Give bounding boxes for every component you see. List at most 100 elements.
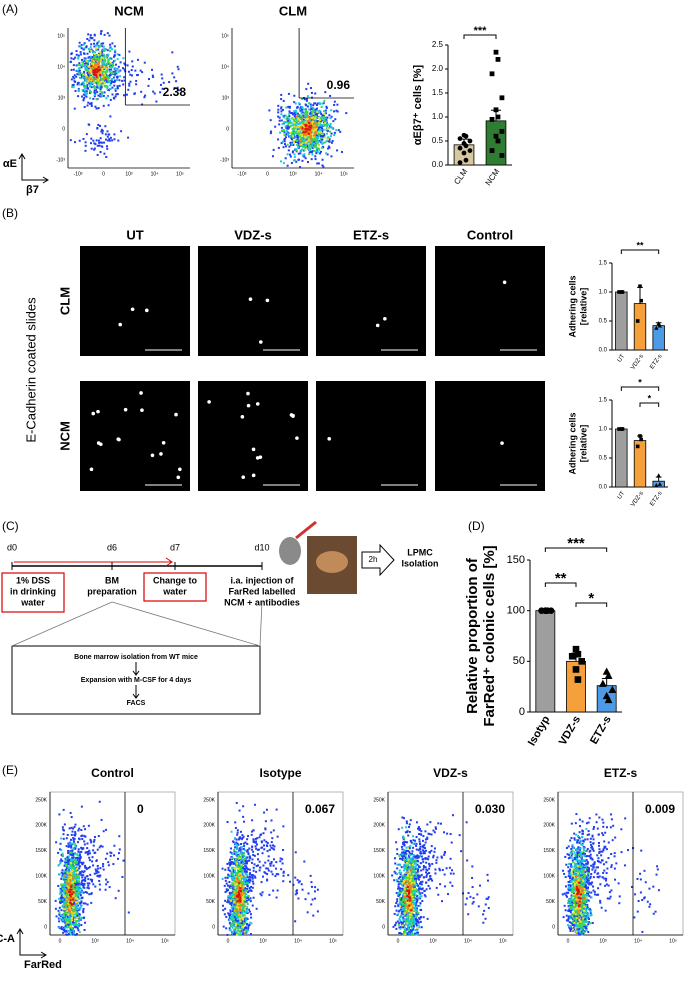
event-dot (242, 869, 245, 872)
event-dot (102, 865, 105, 868)
event-dot (234, 925, 237, 928)
event-dot (74, 933, 77, 936)
event-dot (88, 80, 91, 83)
event-dot (309, 108, 312, 111)
event-dot (91, 856, 94, 859)
event-dot (74, 881, 77, 884)
event-dot (237, 919, 240, 922)
event-dot (97, 835, 100, 838)
event-dot (59, 927, 62, 930)
event-dot (73, 925, 76, 928)
event-dot (295, 130, 298, 133)
event-dot (74, 905, 77, 908)
event-dot (64, 880, 67, 883)
event-dot (233, 884, 236, 887)
event-dot (307, 136, 310, 139)
event-dot (175, 80, 178, 83)
event-dot (315, 126, 318, 129)
event-dot (64, 920, 67, 923)
event-dot (62, 931, 65, 934)
event-dot (68, 915, 71, 918)
event-dot (128, 84, 131, 87)
event-dot (62, 894, 65, 897)
event-dot (245, 856, 248, 859)
event-dot (101, 59, 104, 62)
event-dot (247, 908, 250, 911)
event-dot (230, 847, 233, 850)
event-dot (70, 845, 73, 848)
event-dot (314, 130, 317, 133)
event-dot (102, 53, 105, 56)
event-dot (237, 880, 240, 883)
event-dot (306, 160, 309, 163)
event-dot (240, 917, 243, 920)
event-dot (88, 69, 91, 72)
event-dot (307, 128, 310, 131)
event-dot (79, 890, 82, 893)
event-dot (63, 928, 66, 931)
event-dot (75, 907, 78, 910)
event-dot (238, 854, 241, 857)
event-dot (246, 849, 249, 852)
event-dot (60, 909, 63, 912)
event-dot (75, 900, 78, 903)
event-dot (304, 144, 307, 147)
event-dot (80, 829, 83, 832)
event-dot (101, 75, 104, 78)
event-dot (97, 53, 100, 56)
event-dot (249, 897, 252, 900)
event-dot (296, 135, 299, 138)
event-dot (300, 883, 303, 886)
event-dot (243, 820, 246, 823)
event-dot (229, 917, 232, 920)
event-dot (243, 894, 246, 897)
event-dot (63, 870, 66, 873)
event-dot (228, 899, 231, 902)
event-dot (106, 70, 109, 73)
event-dot (243, 890, 246, 893)
event-dot (66, 933, 69, 936)
event-dot (244, 896, 247, 899)
axis-label: αE (3, 158, 17, 170)
event-dot (63, 823, 66, 826)
event-dot (265, 808, 268, 811)
event-dot (82, 81, 85, 84)
event-dot (306, 147, 309, 150)
event-dot (318, 109, 321, 112)
event-dot (259, 892, 262, 895)
event-dot (60, 877, 63, 880)
event-dot (87, 59, 90, 62)
event-dot (309, 112, 312, 115)
event-dot (64, 898, 67, 901)
event-dot (244, 888, 247, 891)
event-dot (243, 879, 246, 882)
event-dot (82, 73, 85, 76)
event-dot (325, 152, 328, 155)
event-dot (75, 905, 78, 908)
event-dot (240, 916, 243, 919)
event-dot (103, 62, 106, 65)
event-dot (90, 91, 93, 94)
event-dot (75, 888, 78, 891)
event-dot (246, 903, 249, 906)
event-dot (309, 150, 312, 153)
event-dot (340, 150, 343, 153)
event-dot (243, 876, 246, 879)
event-dot (99, 150, 102, 153)
event-dot (72, 887, 75, 890)
event-dot (72, 836, 75, 839)
event-dot (244, 862, 247, 865)
gate-value: 0.067 (305, 802, 335, 816)
event-dot (102, 74, 105, 77)
event-dot (97, 48, 100, 51)
event-dot (177, 89, 180, 92)
event-dot (72, 876, 75, 879)
event-dot (80, 66, 83, 69)
event-dot (88, 39, 91, 42)
event-dot (96, 42, 99, 45)
event-dot (76, 925, 79, 928)
event-dot (307, 132, 310, 135)
event-dot (57, 926, 60, 929)
event-dot (84, 94, 87, 97)
event-dot (76, 83, 79, 86)
